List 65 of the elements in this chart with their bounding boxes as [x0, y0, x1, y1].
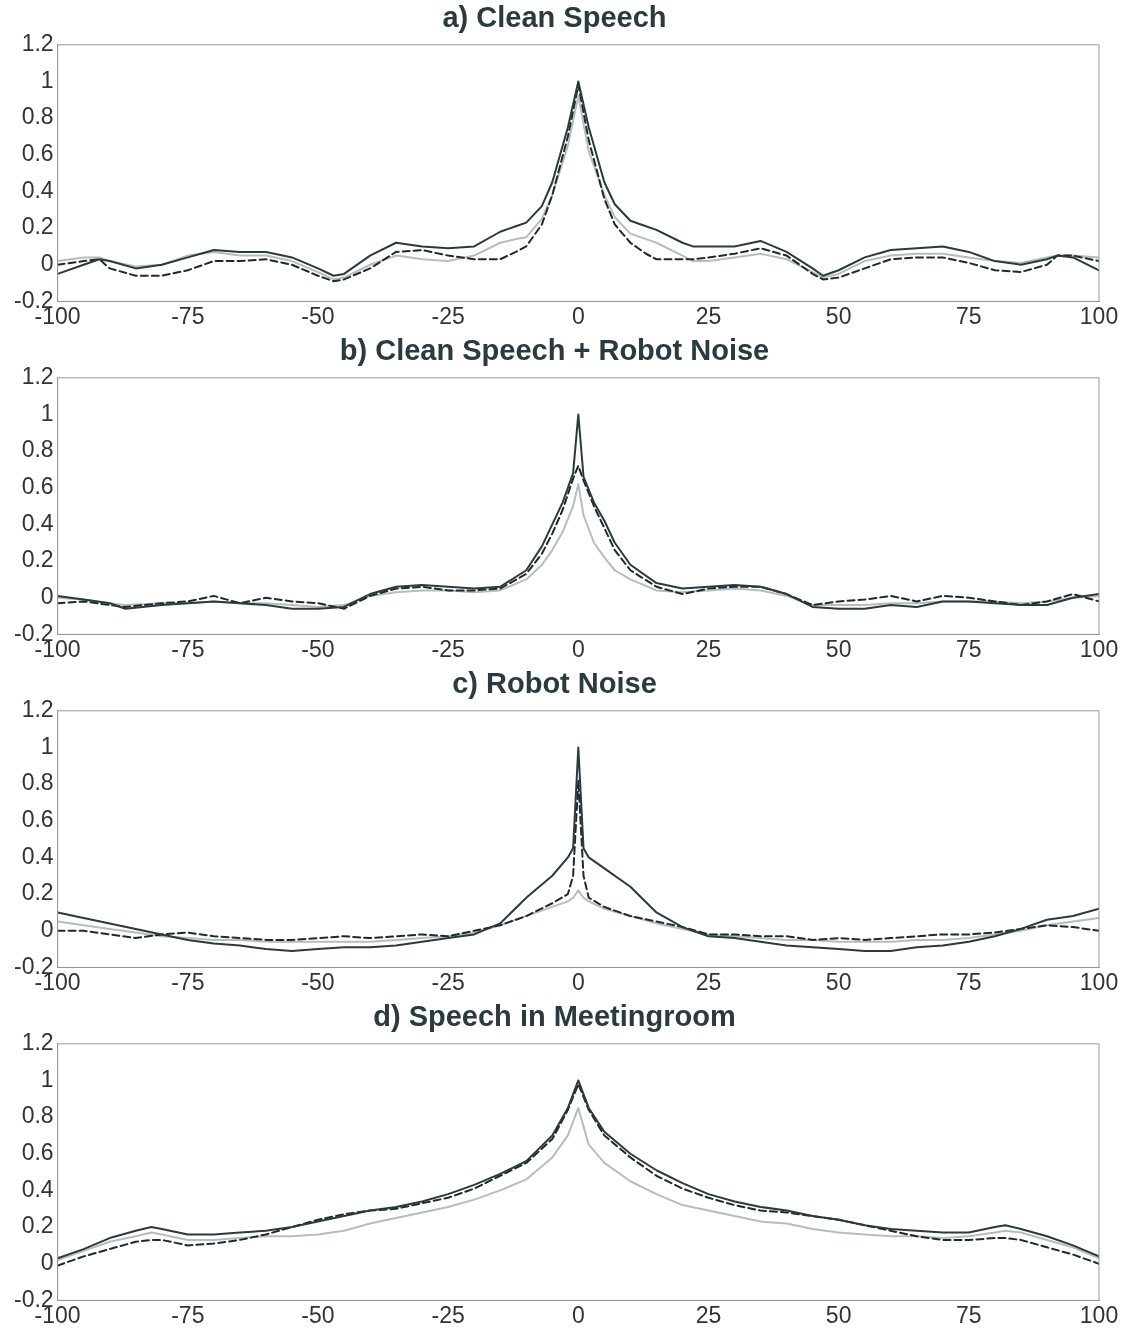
y-tick-label: 0.4 [21, 1175, 54, 1202]
y-tick-label: 1.2 [21, 363, 54, 390]
y-tick-label: 0.2 [21, 879, 54, 906]
x-tick-label: 50 [825, 302, 852, 329]
x-tick-label: 0 [571, 635, 585, 662]
chart-title: b) Clean Speech + Robot Noise [339, 334, 770, 367]
y-tick-label: 0.8 [21, 769, 54, 796]
y-tick-label: 0 [40, 250, 54, 277]
x-tick-label: 25 [695, 968, 722, 995]
chart-title: a) Clean Speech [442, 1, 667, 34]
x-tick-label: 100 [1079, 1301, 1119, 1328]
y-tick-label: 1.2 [21, 1029, 54, 1056]
y-tick-label: 1 [40, 732, 54, 759]
y-tick-label: 0.6 [21, 140, 54, 167]
x-tick-label: -50 [301, 635, 335, 662]
y-tick-label: 0.6 [21, 1139, 54, 1166]
y-tick-label: 0.6 [21, 806, 54, 833]
y-tick-label: 0 [40, 583, 54, 610]
x-tick-label: -75 [171, 302, 205, 329]
x-tick-label: 25 [695, 302, 722, 329]
y-tick-label: 1 [40, 399, 54, 426]
x-tick-label: 50 [825, 1301, 852, 1328]
x-tick-label: -75 [171, 635, 205, 662]
x-tick-label: 50 [825, 968, 852, 995]
x-tick-label: 100 [1079, 302, 1119, 329]
x-tick-label: 25 [695, 635, 722, 662]
x-tick-label: 100 [1079, 968, 1119, 995]
y-tick-label: 0 [40, 916, 54, 943]
x-tick-label: 75 [956, 968, 982, 995]
y-tick-label: 0.2 [21, 213, 54, 240]
x-tick-label: -50 [301, 1301, 335, 1328]
x-tick-label: 100 [1079, 635, 1119, 662]
y-tick-label: 0.2 [21, 1212, 54, 1239]
x-tick-label: 0 [571, 302, 585, 329]
y-tick-label: 0.4 [21, 509, 54, 536]
y-tick-label: 0 [40, 1249, 54, 1276]
x-tick-label: -25 [431, 635, 465, 662]
y-tick-label: 1.2 [21, 30, 54, 57]
x-tick-label: -25 [431, 302, 465, 329]
x-tick-label: 75 [956, 1301, 982, 1328]
x-tick-label: 50 [825, 635, 852, 662]
x-tick-label: 0 [571, 968, 585, 995]
y-tick-label: 0.8 [21, 103, 54, 130]
y-tick-label: 1.2 [21, 696, 54, 723]
y-tick-label: 0.8 [21, 1102, 54, 1129]
y-tick-label: 1 [40, 66, 54, 93]
x-tick-label: -25 [431, 1301, 465, 1328]
y-tick-label: 0.4 [21, 176, 54, 203]
x-tick-label: 0 [571, 1301, 585, 1328]
x-tick-label: -50 [301, 968, 335, 995]
y-tick-label: 0.6 [21, 473, 54, 500]
x-tick-label: -75 [171, 1301, 205, 1328]
x-tick-label: 75 [956, 635, 982, 662]
x-tick-label: -75 [171, 968, 205, 995]
y-tick-label: 1 [40, 1065, 54, 1092]
line-series [57, 779, 1099, 941]
x-tick-label: -25 [431, 968, 465, 995]
chart-title: d) Speech in Meetingroom [373, 1000, 736, 1033]
chart-title: c) Robot Noise [452, 667, 657, 700]
x-tick-label: -50 [301, 302, 335, 329]
y-tick-label: 0.4 [21, 842, 54, 869]
y-tick-label: 0.8 [21, 436, 54, 463]
x-tick-label: 75 [956, 302, 982, 329]
y-tick-label: 0.2 [21, 546, 54, 573]
x-tick-label: 25 [695, 1301, 722, 1328]
